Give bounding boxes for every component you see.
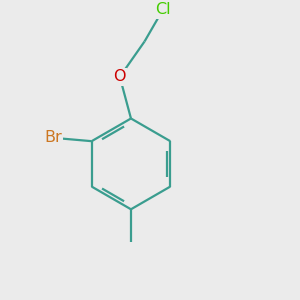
Text: O: O (113, 69, 126, 84)
Text: Br: Br (44, 130, 62, 145)
Text: Cl: Cl (155, 2, 171, 17)
